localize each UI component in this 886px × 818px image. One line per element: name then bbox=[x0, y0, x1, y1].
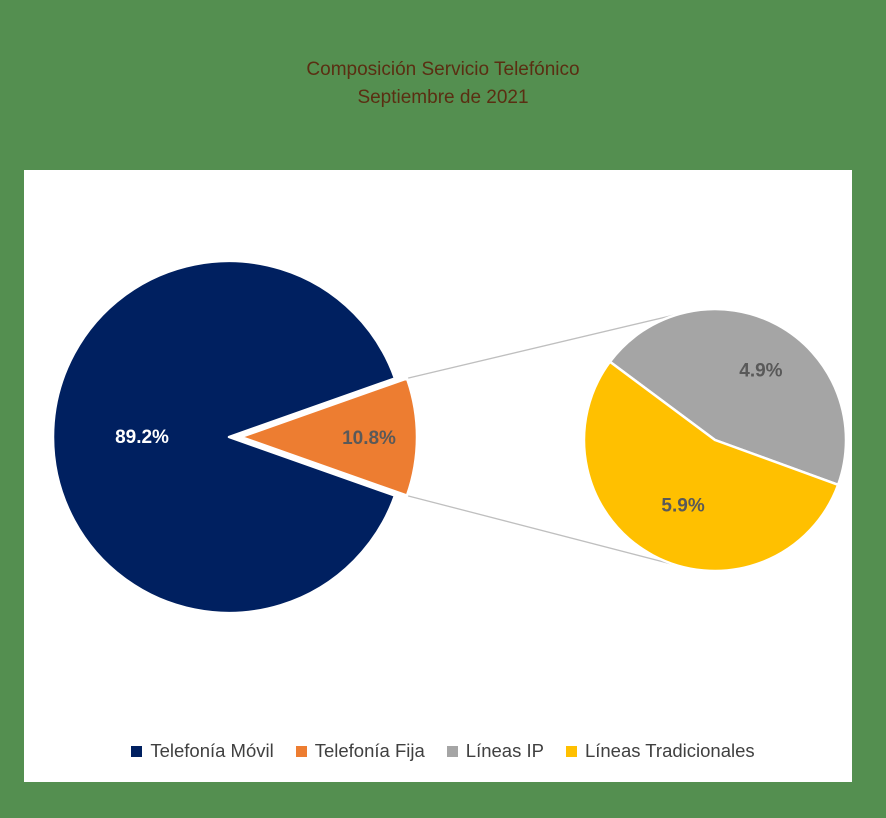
chart-title-line: Composición Servicio Telefónico bbox=[306, 59, 580, 80]
pie-slice-telefonia-fija bbox=[239, 377, 419, 497]
data-label-telefonia-movil: 89.2% bbox=[115, 427, 169, 448]
pie-slice-lineas-ip bbox=[608, 307, 848, 487]
legend-swatch bbox=[565, 745, 577, 757]
data-label-lineas-ip: 4.9% bbox=[739, 361, 782, 382]
pie-slice-lineas-tradicionales bbox=[582, 360, 840, 573]
chart-title: Composición Servicio Telefónico Septiemb… bbox=[0, 56, 886, 112]
legend: Telefonía Móvil Telefonía Fija Líneas IP… bbox=[0, 740, 886, 762]
data-label-lineas-tradicionales: 5.9% bbox=[661, 495, 704, 516]
legend-item-telefonia-fija: Telefonía Fija bbox=[295, 740, 425, 762]
legend-item-telefonia-movil: Telefonía Móvil bbox=[131, 740, 274, 762]
legend-label: Líneas IP bbox=[465, 740, 544, 761]
legend-item-lineas-ip: Líneas IP bbox=[446, 740, 544, 762]
legend-swatch bbox=[295, 745, 307, 757]
legend-label: Telefonía Fija bbox=[314, 740, 425, 761]
connector-line-top bbox=[406, 311, 686, 380]
legend-label: Líneas Tradicionales bbox=[584, 740, 755, 761]
legend-label: Telefonía Móvil bbox=[150, 740, 274, 761]
legend-swatch bbox=[446, 745, 458, 757]
pie-slice-telefonia-movil bbox=[51, 259, 397, 615]
legend-swatch bbox=[131, 745, 143, 757]
chart-subtitle-line: Septiembre de 2021 bbox=[357, 87, 529, 108]
connector-line-bottom bbox=[406, 494, 686, 569]
data-label-telefonia-fija: 10.8% bbox=[342, 428, 396, 449]
legend-item-lineas-tradicionales: Líneas Tradicionales bbox=[565, 740, 755, 762]
